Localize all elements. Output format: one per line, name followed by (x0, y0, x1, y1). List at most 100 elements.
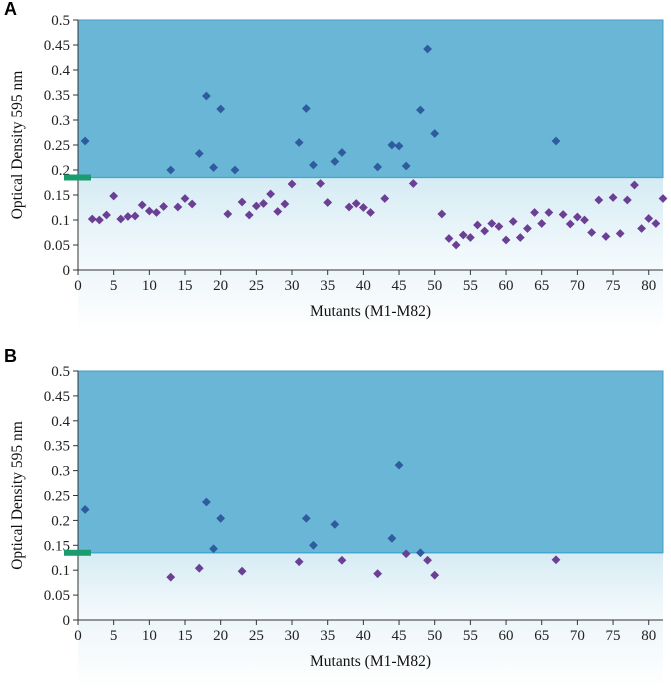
data-point (173, 202, 183, 212)
x-tick-label: 45 (392, 278, 407, 294)
data-point (344, 202, 354, 212)
data-point (301, 104, 311, 113)
data-point (401, 549, 411, 559)
data-point (337, 555, 347, 565)
data-point (116, 214, 126, 224)
data-point (166, 572, 176, 582)
data-point (294, 557, 304, 567)
data-point (437, 209, 447, 219)
data-point (651, 219, 661, 228)
y-tick-label: 0.45 (44, 38, 70, 54)
data-point (237, 197, 247, 207)
data-point (159, 202, 169, 211)
data-point (508, 217, 518, 226)
data-point (287, 179, 297, 189)
above-threshold-band (77, 370, 664, 554)
data-point (180, 194, 190, 203)
y-tick-label: 0.35 (44, 439, 70, 455)
data-point (423, 44, 432, 54)
below-axis-fade (78, 620, 663, 688)
x-tick-label: 70 (570, 278, 585, 294)
data-point (366, 208, 375, 217)
data-point (194, 563, 204, 573)
x-tick-label: 40 (356, 278, 371, 294)
data-point (230, 165, 240, 175)
data-point (451, 240, 461, 250)
y-tick-label: 0.5 (51, 364, 70, 380)
data-point (444, 234, 454, 243)
y-tick-label: 0.4 (51, 63, 70, 79)
x-axis-title: Mutants (M1-M82) (310, 303, 431, 320)
data-point (323, 198, 333, 207)
y-tick-label: 0.05 (44, 588, 70, 604)
y-tick-label: 0.3 (51, 113, 70, 129)
below-threshold-band (78, 552, 663, 620)
data-point (430, 570, 440, 580)
data-point (187, 199, 197, 209)
data-point (480, 226, 490, 236)
x-tick-label: 35 (320, 278, 335, 294)
threshold-marker (64, 549, 91, 556)
data-point (301, 514, 311, 523)
x-tick-label: 75 (606, 628, 621, 644)
below-axis-fade (78, 270, 663, 332)
data-point (572, 212, 582, 222)
x-tick-label: 35 (320, 628, 335, 644)
x-tick-label: 15 (178, 278, 193, 294)
y-tick-label: 0.25 (44, 489, 70, 505)
x-tick-label: 25 (249, 278, 264, 294)
data-point (416, 105, 425, 115)
threshold-marker (64, 174, 91, 181)
data-point (587, 228, 597, 237)
data-point (465, 233, 475, 242)
data-point (387, 533, 397, 543)
data-point (95, 215, 104, 225)
y-tick-label: 0.15 (44, 538, 70, 554)
y-tick-label: 0.45 (44, 389, 70, 405)
x-tick-label: 75 (606, 278, 621, 294)
data-point (408, 179, 418, 188)
x-tick-label: 10 (142, 628, 157, 644)
data-point (430, 129, 440, 138)
above-threshold-band (77, 19, 664, 178)
data-point (144, 206, 154, 216)
data-point (216, 514, 226, 523)
data-point (580, 215, 589, 225)
y-tick-label: 0.1 (51, 213, 70, 229)
data-point (166, 165, 176, 175)
data-point (601, 232, 611, 241)
data-point (137, 200, 147, 210)
x-tick-label: 40 (356, 628, 371, 644)
y-tick-label: 0 (63, 263, 71, 279)
y-tick-label: 0.05 (44, 238, 70, 254)
y-tick-label: 0.15 (44, 188, 70, 204)
y-tick-label: 0.2 (51, 513, 70, 529)
x-tick-label: 25 (249, 628, 264, 644)
data-point (615, 229, 625, 238)
x-tick-label: 80 (641, 628, 656, 644)
x-tick-label: 0 (74, 628, 82, 644)
x-tick-label: 0 (74, 278, 82, 294)
below-threshold-band (78, 177, 663, 270)
data-point (87, 214, 97, 224)
data-point (637, 224, 646, 233)
data-point (644, 214, 654, 223)
data-point (351, 199, 361, 208)
x-tick-label: 50 (427, 278, 442, 294)
data-point (109, 191, 119, 201)
data-point (330, 519, 340, 529)
y-tick-label: 0.35 (44, 88, 70, 104)
x-tick-label: 15 (178, 628, 193, 644)
x-tick-label: 60 (499, 628, 514, 644)
data-point (330, 157, 340, 166)
data-point (273, 207, 283, 216)
x-tick-label: 45 (392, 628, 407, 644)
x-tick-label: 30 (285, 628, 300, 644)
data-point (266, 189, 276, 199)
data-point (259, 199, 268, 208)
data-point (373, 162, 383, 172)
data-point (223, 209, 233, 219)
data-point (387, 140, 397, 150)
